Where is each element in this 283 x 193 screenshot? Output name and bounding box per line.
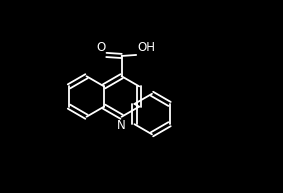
Text: N: N bbox=[117, 119, 126, 132]
Text: O: O bbox=[96, 41, 106, 54]
Text: OH: OH bbox=[137, 41, 155, 54]
